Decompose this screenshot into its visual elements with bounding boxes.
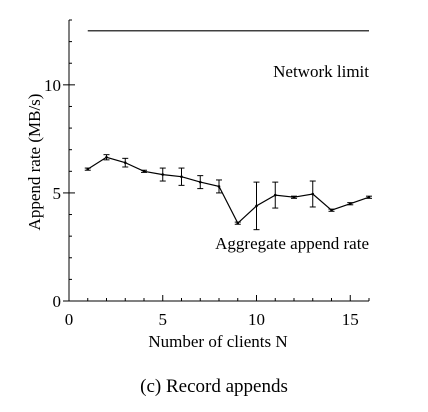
data-point (349, 202, 352, 205)
plot-marks (85, 31, 372, 230)
figure-caption: (c) Record appends (140, 376, 288, 397)
data-point (274, 194, 277, 197)
error-bar (85, 168, 91, 171)
x-tick-label: 5 (159, 310, 168, 329)
data-point (143, 170, 146, 173)
x-tick-label: 0 (65, 310, 74, 329)
error-bar (366, 196, 372, 199)
y-tick-label: 5 (53, 184, 62, 203)
aggregate-append-rate-label: Aggregate append rate (215, 234, 369, 253)
error-bar (254, 182, 260, 230)
data-point (218, 185, 221, 188)
y-axis-label: Append rate (MB/s) (25, 94, 44, 231)
data-point (86, 168, 89, 171)
error-bar (347, 202, 353, 205)
data-point (255, 205, 258, 208)
error-bar (235, 222, 241, 225)
data-point (105, 156, 108, 159)
data-point (236, 222, 239, 225)
data-point (311, 193, 314, 196)
data-point (161, 173, 164, 176)
data-point (368, 196, 371, 199)
y-tick-label: 0 (53, 292, 62, 311)
x-axis-label: Number of clients N (148, 332, 287, 351)
aggregate-append-rate-line (88, 157, 369, 223)
network-limit-label: Network limit (273, 62, 369, 81)
data-point (293, 196, 296, 199)
data-point (199, 181, 202, 184)
x-tick-label: 10 (248, 310, 265, 329)
y-tick-label: 10 (44, 76, 61, 95)
data-point (330, 209, 333, 212)
x-tick-label: 15 (342, 310, 359, 329)
error-bar (329, 209, 335, 212)
data-point (180, 175, 183, 178)
data-point (124, 161, 127, 164)
